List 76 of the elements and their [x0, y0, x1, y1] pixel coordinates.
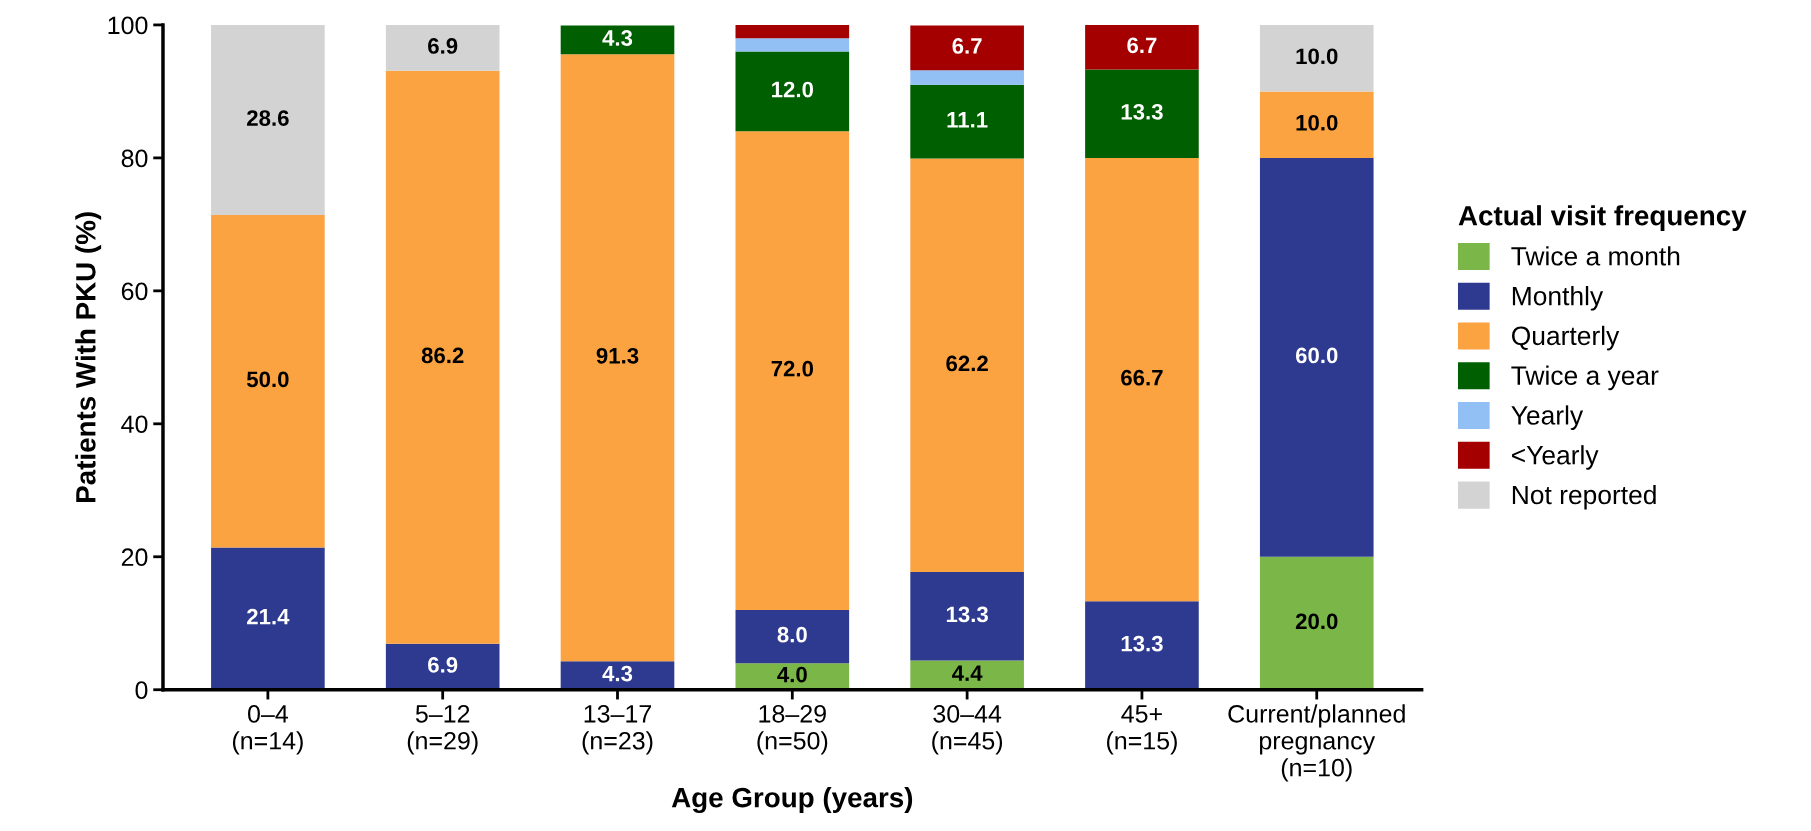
bar	[735, 24, 850, 39]
legend-title: Actual visit frequency	[1458, 205, 1747, 232]
data-label: 10.0	[1296, 114, 1338, 131]
data-label: 91.3	[596, 347, 639, 364]
bar	[560, 54, 675, 662]
bar	[211, 24, 325, 216]
bar	[735, 131, 850, 610]
y-tick-label: 40	[121, 415, 148, 434]
data-label: 62.2	[946, 355, 988, 372]
bar	[1259, 556, 1374, 690]
x-tick-label: Current/planned pregnancy (n=10)	[1228, 704, 1405, 782]
bar	[385, 70, 500, 644]
x-tick-label: 30–44 (n=45)	[932, 704, 1003, 755]
bar	[1259, 91, 1374, 158]
bar	[1085, 24, 1199, 70]
y-tick-label: 100	[108, 16, 148, 35]
legend-label: <Yearly	[1512, 445, 1599, 470]
data-label: 6.9	[428, 657, 458, 673]
data-label: 28.6	[247, 110, 289, 126]
bar	[910, 572, 1024, 661]
legend-label: Yearly	[1511, 405, 1584, 430]
data-label: 4.4	[952, 665, 983, 681]
data-label: 12.0	[772, 81, 814, 98]
legend-label: Monthly	[1512, 286, 1604, 311]
data-label: 4.0	[777, 666, 807, 683]
x-tick-label: 0–4 (n=14)	[232, 704, 303, 755]
data-label: 60.0	[1295, 347, 1338, 364]
data-label: 21.4	[247, 608, 290, 625]
bar	[910, 660, 1024, 690]
data-label: 6.7	[1127, 37, 1157, 54]
legend-label: Not reported	[1512, 484, 1656, 510]
data-label: 11.1	[947, 112, 988, 128]
data-label: 8.0	[777, 626, 807, 643]
data-label: 66.7	[1121, 369, 1163, 386]
y-tick-label: 20	[121, 548, 148, 567]
y-axis-title: Patients With PKU (%)	[75, 212, 102, 502]
bar	[910, 158, 1024, 573]
bar	[910, 70, 1024, 85]
bar	[735, 51, 850, 132]
legend-label: Twice a month	[1511, 246, 1680, 266]
y-tick-label: 0	[135, 681, 148, 700]
data-label: 20.0	[1295, 613, 1338, 630]
bar	[1259, 24, 1374, 92]
bar	[385, 24, 500, 71]
bar	[910, 84, 1024, 159]
bar	[910, 25, 1024, 71]
x-tick-label: 13–17 (n=23)	[582, 704, 653, 755]
bar	[1085, 69, 1199, 158]
bar	[211, 215, 325, 548]
y-tick-label: 80	[121, 149, 148, 168]
x-axis-title: Age Group (years)	[671, 787, 913, 814]
data-label: 13.3	[946, 606, 988, 623]
data-label: 50.0	[246, 371, 289, 388]
data-label: 4.3	[602, 665, 633, 682]
bar	[735, 609, 850, 664]
data-label: 10.0	[1296, 48, 1338, 65]
data-label: 6.9	[428, 38, 458, 54]
data-label: 13.3	[1121, 635, 1163, 652]
bar	[1085, 157, 1199, 602]
bar	[560, 25, 675, 55]
bar	[735, 38, 850, 52]
y-tick-label: 60	[121, 282, 148, 301]
legend-label: Quarterly	[1512, 325, 1620, 351]
data-label: 6.7	[952, 38, 982, 54]
data-label: 4.3	[602, 30, 633, 46]
data-label: 86.2	[421, 347, 464, 364]
bar	[1259, 157, 1374, 557]
legend-label: Twice a year	[1511, 365, 1659, 391]
data-label: 13.3	[1121, 103, 1163, 120]
x-tick-label: 5–12 (n=29)	[407, 704, 478, 755]
bar	[385, 643, 500, 690]
x-tick-label: 18–29 (n=50)	[757, 704, 828, 755]
bar	[1085, 601, 1199, 690]
data-label: 72.0	[771, 360, 814, 377]
bar	[211, 547, 325, 690]
x-tick-label: 45+ (n=15)	[1107, 705, 1177, 755]
